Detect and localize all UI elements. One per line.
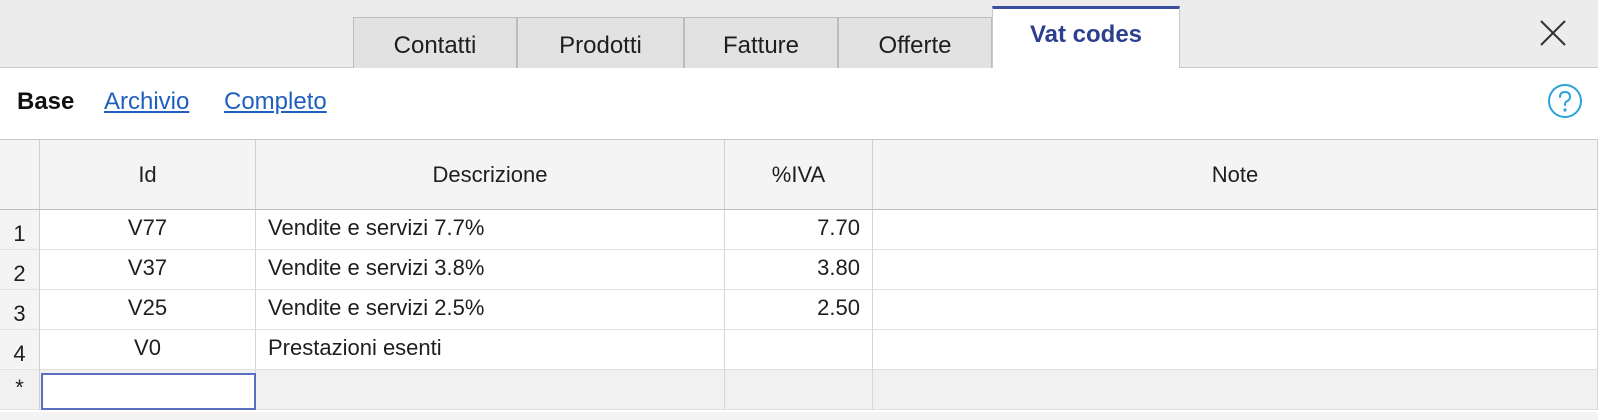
cell-note[interactable] (873, 290, 1598, 330)
row-number[interactable]: 2 (0, 250, 40, 290)
selected-cell-editor[interactable] (41, 373, 256, 410)
row-number[interactable]: 4 (0, 330, 40, 370)
cell-iva[interactable]: 2.50 (725, 290, 873, 330)
tab-prodotti[interactable]: Prodotti (517, 17, 684, 68)
cell-id[interactable]: V37 (40, 250, 256, 290)
row-number[interactable]: 1 (0, 210, 40, 250)
cell-note[interactable] (873, 250, 1598, 290)
cell-descrizione[interactable]: Vendite e servizi 7.7% (256, 210, 725, 250)
tab-contatti[interactable]: Contatti (353, 17, 517, 68)
cell-id[interactable]: V0 (40, 330, 256, 370)
table-footer-strip (0, 412, 1598, 420)
vat-codes-table: Id Descrizione %IVA Note 1 V77 Vendite e… (0, 140, 1598, 420)
new-cell-note[interactable] (873, 370, 1598, 410)
tab-vat-codes[interactable]: Vat codes (992, 6, 1180, 69)
row-number[interactable]: 3 (0, 290, 40, 330)
cell-note[interactable] (873, 210, 1598, 250)
cell-id[interactable]: V77 (40, 210, 256, 250)
tab-bar: Contatti Prodotti Fatture Offerte Vat co… (0, 0, 1598, 69)
cell-iva[interactable]: 3.80 (725, 250, 873, 290)
tab-offerte[interactable]: Offerte (838, 17, 992, 68)
new-cell-descrizione[interactable] (256, 370, 725, 410)
view-completo-link[interactable]: Completo (224, 88, 327, 115)
cell-iva[interactable]: 7.70 (725, 210, 873, 250)
new-cell-iva[interactable] (725, 370, 873, 410)
cell-note[interactable] (873, 330, 1598, 370)
column-header-iva[interactable]: %IVA (725, 140, 873, 210)
new-row-marker[interactable]: * (0, 370, 40, 410)
column-header-note[interactable]: Note (873, 140, 1598, 210)
row-header-corner (0, 140, 40, 210)
close-icon[interactable] (1538, 18, 1568, 48)
tab-fatture[interactable]: Fatture (684, 17, 838, 68)
view-base[interactable]: Base (17, 88, 75, 115)
cell-descrizione[interactable]: Vendite e servizi 3.8% (256, 250, 725, 290)
column-header-descrizione[interactable]: Descrizione (256, 140, 725, 210)
cell-id[interactable]: V25 (40, 290, 256, 330)
help-icon[interactable] (1547, 83, 1583, 119)
cell-descrizione[interactable]: Prestazioni esenti (256, 330, 725, 370)
cell-iva[interactable] (725, 330, 873, 370)
cell-descrizione[interactable]: Vendite e servizi 2.5% (256, 290, 725, 330)
view-selector-bar: Base Archivio Completo (0, 68, 1598, 140)
view-archivio-link[interactable]: Archivio (104, 88, 190, 115)
column-header-id[interactable]: Id (40, 140, 256, 210)
